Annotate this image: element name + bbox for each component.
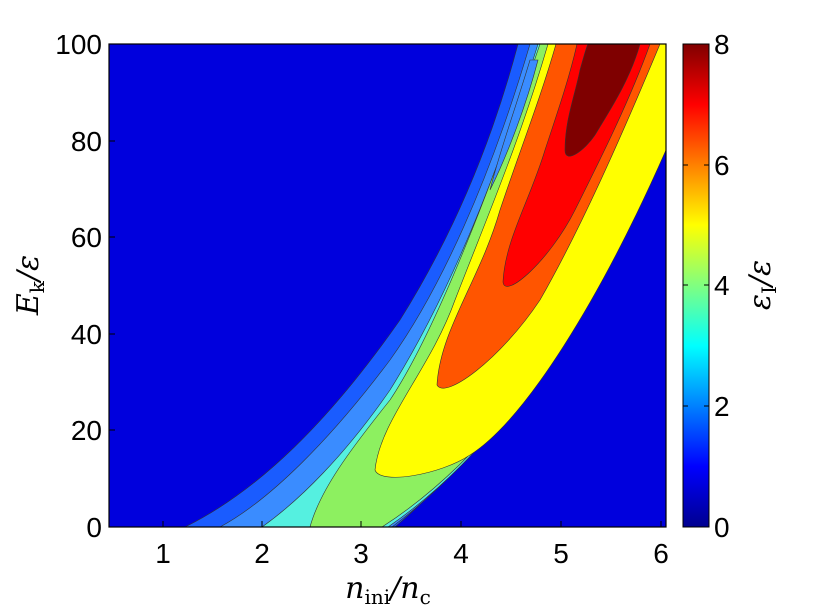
x-tick-label: 6 [653,538,669,569]
contour-band-7 [564,44,641,157]
colorbar-tick-label: 0 [714,512,730,543]
y-tick-label: 80 [71,126,102,157]
contour-bands [184,44,666,527]
x-tick-labels: 1 2 3 4 5 6 [155,538,669,569]
y-tick-label: 20 [71,415,102,446]
colorbar-tick-label: 6 [714,150,730,181]
colorbar-label: εI/ε [743,260,781,310]
contour-band-tongue [489,59,539,191]
colorbar-tick-label: 4 [714,270,730,301]
colorbar-ticks [683,43,709,528]
y-ticks [109,43,115,528]
y-tick-label: 0 [86,512,102,543]
x-axis-label: nini/nc [345,571,431,609]
colorbar-tick-label: 8 [714,29,730,60]
y-tick-labels: 0 20 40 60 80 100 [55,29,102,543]
x-tick-label: 5 [553,538,569,569]
x-ticks [162,521,662,527]
plot-frame [108,43,667,528]
y-axis-label: Ek/ε [11,255,49,316]
y-tick-label: 40 [71,319,102,350]
x-tick-label: 4 [453,538,469,569]
y-tick-label: 60 [71,222,102,253]
colorbar-tick-label: 2 [714,391,730,422]
x-tick-label: 2 [254,538,270,569]
x-tick-label: 3 [353,538,369,569]
x-tick-label: 1 [155,538,171,569]
y-tick-label: 100 [55,29,102,60]
colorbar-tick-labels: 0 2 4 6 8 [714,29,730,543]
